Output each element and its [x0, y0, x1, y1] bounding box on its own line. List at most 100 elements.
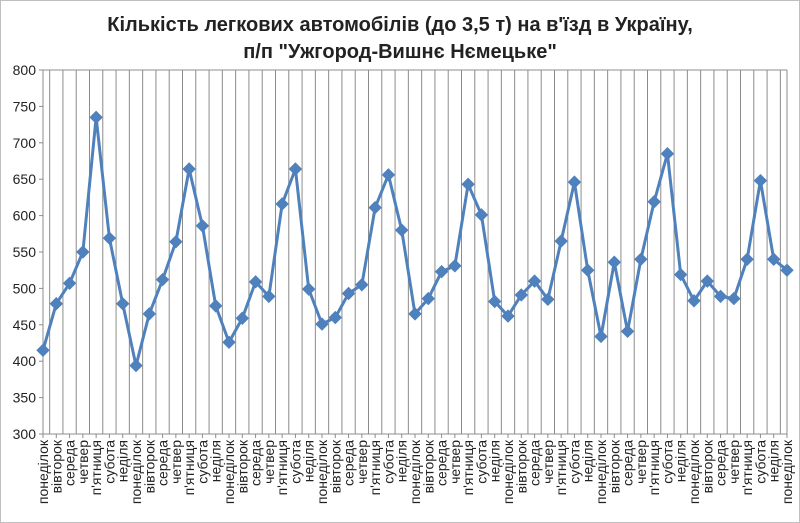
x-tick-label: п'ятниця [460, 440, 476, 495]
data-point-marker [36, 343, 50, 357]
y-tick-label: 400 [13, 353, 37, 369]
data-point-marker [567, 175, 582, 189]
data-point-marker [182, 162, 196, 176]
y-tick-label: 500 [13, 280, 37, 296]
x-tick-label: субота [287, 440, 303, 484]
x-tick-label: середа [155, 440, 171, 486]
x-tick-label: понеділок [500, 439, 516, 504]
x-tick-label: неділя [673, 440, 689, 482]
data-point-marker [209, 299, 223, 313]
x-tick-label: понеділок [35, 439, 51, 504]
x-tick-label: вівторок [141, 439, 157, 493]
data-point-marker [62, 276, 77, 291]
data-point-marker [527, 274, 542, 288]
x-tick-label: п'ятниця [274, 440, 290, 495]
data-point-marker [620, 324, 635, 339]
x-tick-label: середа [713, 440, 729, 486]
data-point-marker [434, 264, 449, 279]
data-point-marker [408, 307, 422, 321]
x-tick-label: субота [101, 440, 117, 484]
data-point-marker [448, 259, 462, 273]
x-tick-label: вівторок [48, 439, 64, 493]
x-tick-label: вівторок [699, 439, 715, 493]
data-point-marker [328, 310, 342, 325]
y-tick-label: 300 [13, 426, 37, 442]
x-tick-label: субота [194, 440, 210, 484]
x-tick-label: вівторок [234, 439, 250, 493]
x-tick-label: п'ятниця [181, 440, 197, 495]
x-tick-label: понеділок [314, 439, 330, 504]
y-tick-label: 550 [13, 244, 37, 260]
y-tick-label: 650 [13, 171, 37, 187]
data-point-marker [155, 272, 170, 287]
data-point-marker [713, 289, 728, 304]
x-tick-label: вівторок [513, 439, 529, 493]
x-tick-label: вівторок [606, 439, 622, 493]
data-point-marker [647, 195, 661, 209]
x-tick-label: понеділок [779, 439, 795, 504]
data-point-marker [142, 307, 156, 321]
data-point-marker [740, 252, 754, 266]
x-tick-label: четвер [261, 440, 277, 484]
x-tick-label: субота [752, 440, 768, 484]
data-point-marker [607, 255, 621, 269]
x-tick-label: понеділок [128, 439, 144, 504]
x-tick-label: четвер [633, 440, 649, 484]
data-point-marker [594, 329, 608, 344]
data-point-marker [195, 219, 210, 233]
x-tick-label: середа [248, 440, 264, 486]
x-tick-label: п'ятниця [739, 440, 755, 495]
data-point-marker [727, 291, 741, 306]
data-point-marker [341, 286, 356, 301]
data-point-marker [461, 177, 475, 192]
x-tick-label: неділя [487, 440, 503, 482]
x-tick-label: вівторок [327, 439, 343, 493]
y-tick-label: 700 [13, 135, 37, 151]
x-tick-label: четвер [354, 440, 370, 484]
x-tick-label: вівторок [420, 439, 436, 493]
data-point-marker [780, 263, 794, 277]
y-tick-label: 350 [13, 390, 37, 406]
data-point-marker [116, 296, 130, 311]
x-tick-label: п'ятниця [646, 440, 662, 495]
data-point-marker [169, 235, 183, 249]
data-point-marker [700, 274, 714, 288]
x-tick-label: неділя [115, 440, 131, 482]
y-tick-label: 450 [13, 317, 37, 333]
x-tick-label: субота [380, 440, 396, 484]
x-tick-label: четвер [726, 440, 742, 484]
x-tick-label: неділя [208, 440, 224, 482]
data-point-marker [514, 288, 528, 302]
data-point-marker [395, 223, 409, 237]
data-point-marker [581, 263, 595, 277]
data-point-marker [488, 294, 502, 309]
data-point-marker [687, 294, 701, 308]
data-point-marker [89, 110, 103, 125]
x-tick-label: четвер [75, 440, 91, 484]
x-tick-label: середа [434, 440, 450, 486]
data-point-marker [355, 278, 369, 292]
chart-title: Кількість легкових автомобілів (до 3,5 т… [0, 12, 800, 66]
x-tick-label: середа [62, 440, 78, 486]
x-tick-label: понеділок [686, 439, 702, 504]
x-tick-label: неділя [394, 440, 410, 482]
data-point-marker [541, 292, 555, 307]
chart-title-line-2: п/п "Ужгород-Вишнє Нємецьке" [243, 41, 557, 63]
data-point-marker [235, 311, 249, 325]
chart-title-line-1: Кількість легкових автомобілів (до 3,5 т… [107, 14, 693, 36]
data-point-marker [49, 296, 63, 311]
data-point-marker [753, 173, 768, 188]
x-tick-label: п'ятниця [88, 440, 104, 495]
data-point-marker [262, 289, 276, 304]
x-tick-label: понеділок [593, 439, 609, 504]
y-tick-label: 800 [13, 62, 37, 78]
x-tick-label: четвер [540, 440, 556, 484]
x-tick-label: п'ятниця [553, 440, 569, 495]
x-tick-label: субота [473, 440, 489, 484]
data-point-marker [554, 234, 568, 248]
x-tick-label: середа [620, 440, 636, 486]
data-point-marker [634, 252, 648, 266]
x-tick-label: середа [341, 440, 357, 486]
data-point-marker [501, 309, 515, 323]
